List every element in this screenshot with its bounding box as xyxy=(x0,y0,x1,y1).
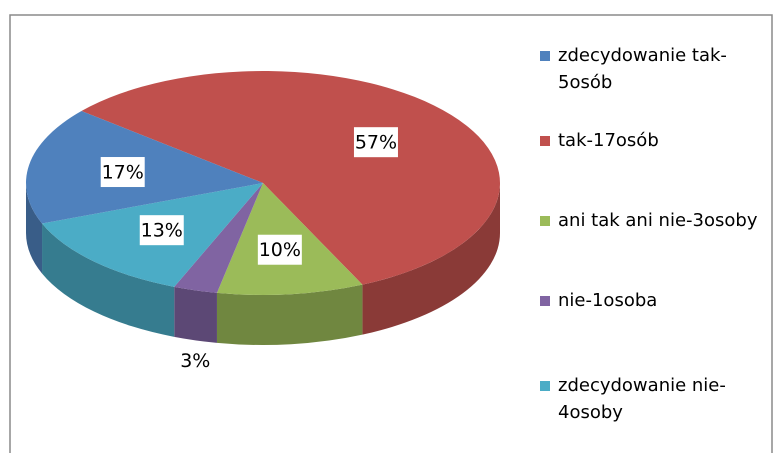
legend-label: tak-17osób xyxy=(558,130,659,151)
legend-item: nie-1osoba xyxy=(540,287,763,314)
data-label: 10% xyxy=(259,239,301,261)
label-bg xyxy=(139,215,184,246)
legend-item: zdecydowanie nie-4osoby xyxy=(540,372,763,426)
label-bg xyxy=(353,127,398,158)
frame xyxy=(9,14,773,453)
slice-side xyxy=(174,286,217,343)
slice-side xyxy=(216,284,363,345)
legend-swatch xyxy=(540,381,550,391)
slice-side xyxy=(26,183,43,274)
data-label: 17% xyxy=(102,162,144,184)
slice xyxy=(174,183,263,293)
legend-item: ani tak ani nie-3osoby xyxy=(540,207,763,234)
legend-swatch xyxy=(540,216,550,226)
legend-label: nie-1osoba xyxy=(558,290,658,311)
legend-item: tak-17osób xyxy=(540,127,763,154)
slice-side xyxy=(42,223,175,337)
label-bg xyxy=(179,345,212,376)
data-label: 13% xyxy=(141,220,183,242)
slice-side xyxy=(362,183,500,335)
legend-swatch xyxy=(540,51,550,61)
legend-label: ani tak ani nie-3osoby xyxy=(558,210,758,231)
label-bg xyxy=(257,234,302,265)
legend-swatch xyxy=(540,296,550,306)
data-label: 57% xyxy=(355,132,397,154)
legend-label: zdecydowanie nie-4osoby xyxy=(558,375,726,423)
legend-label: zdecydowanie tak-5osób xyxy=(558,45,727,93)
label-bg xyxy=(100,157,145,188)
legend-item: zdecydowanie tak-5osób xyxy=(540,42,763,96)
legend-swatch xyxy=(540,136,550,146)
data-label: 3% xyxy=(180,350,210,372)
slice xyxy=(81,70,501,285)
